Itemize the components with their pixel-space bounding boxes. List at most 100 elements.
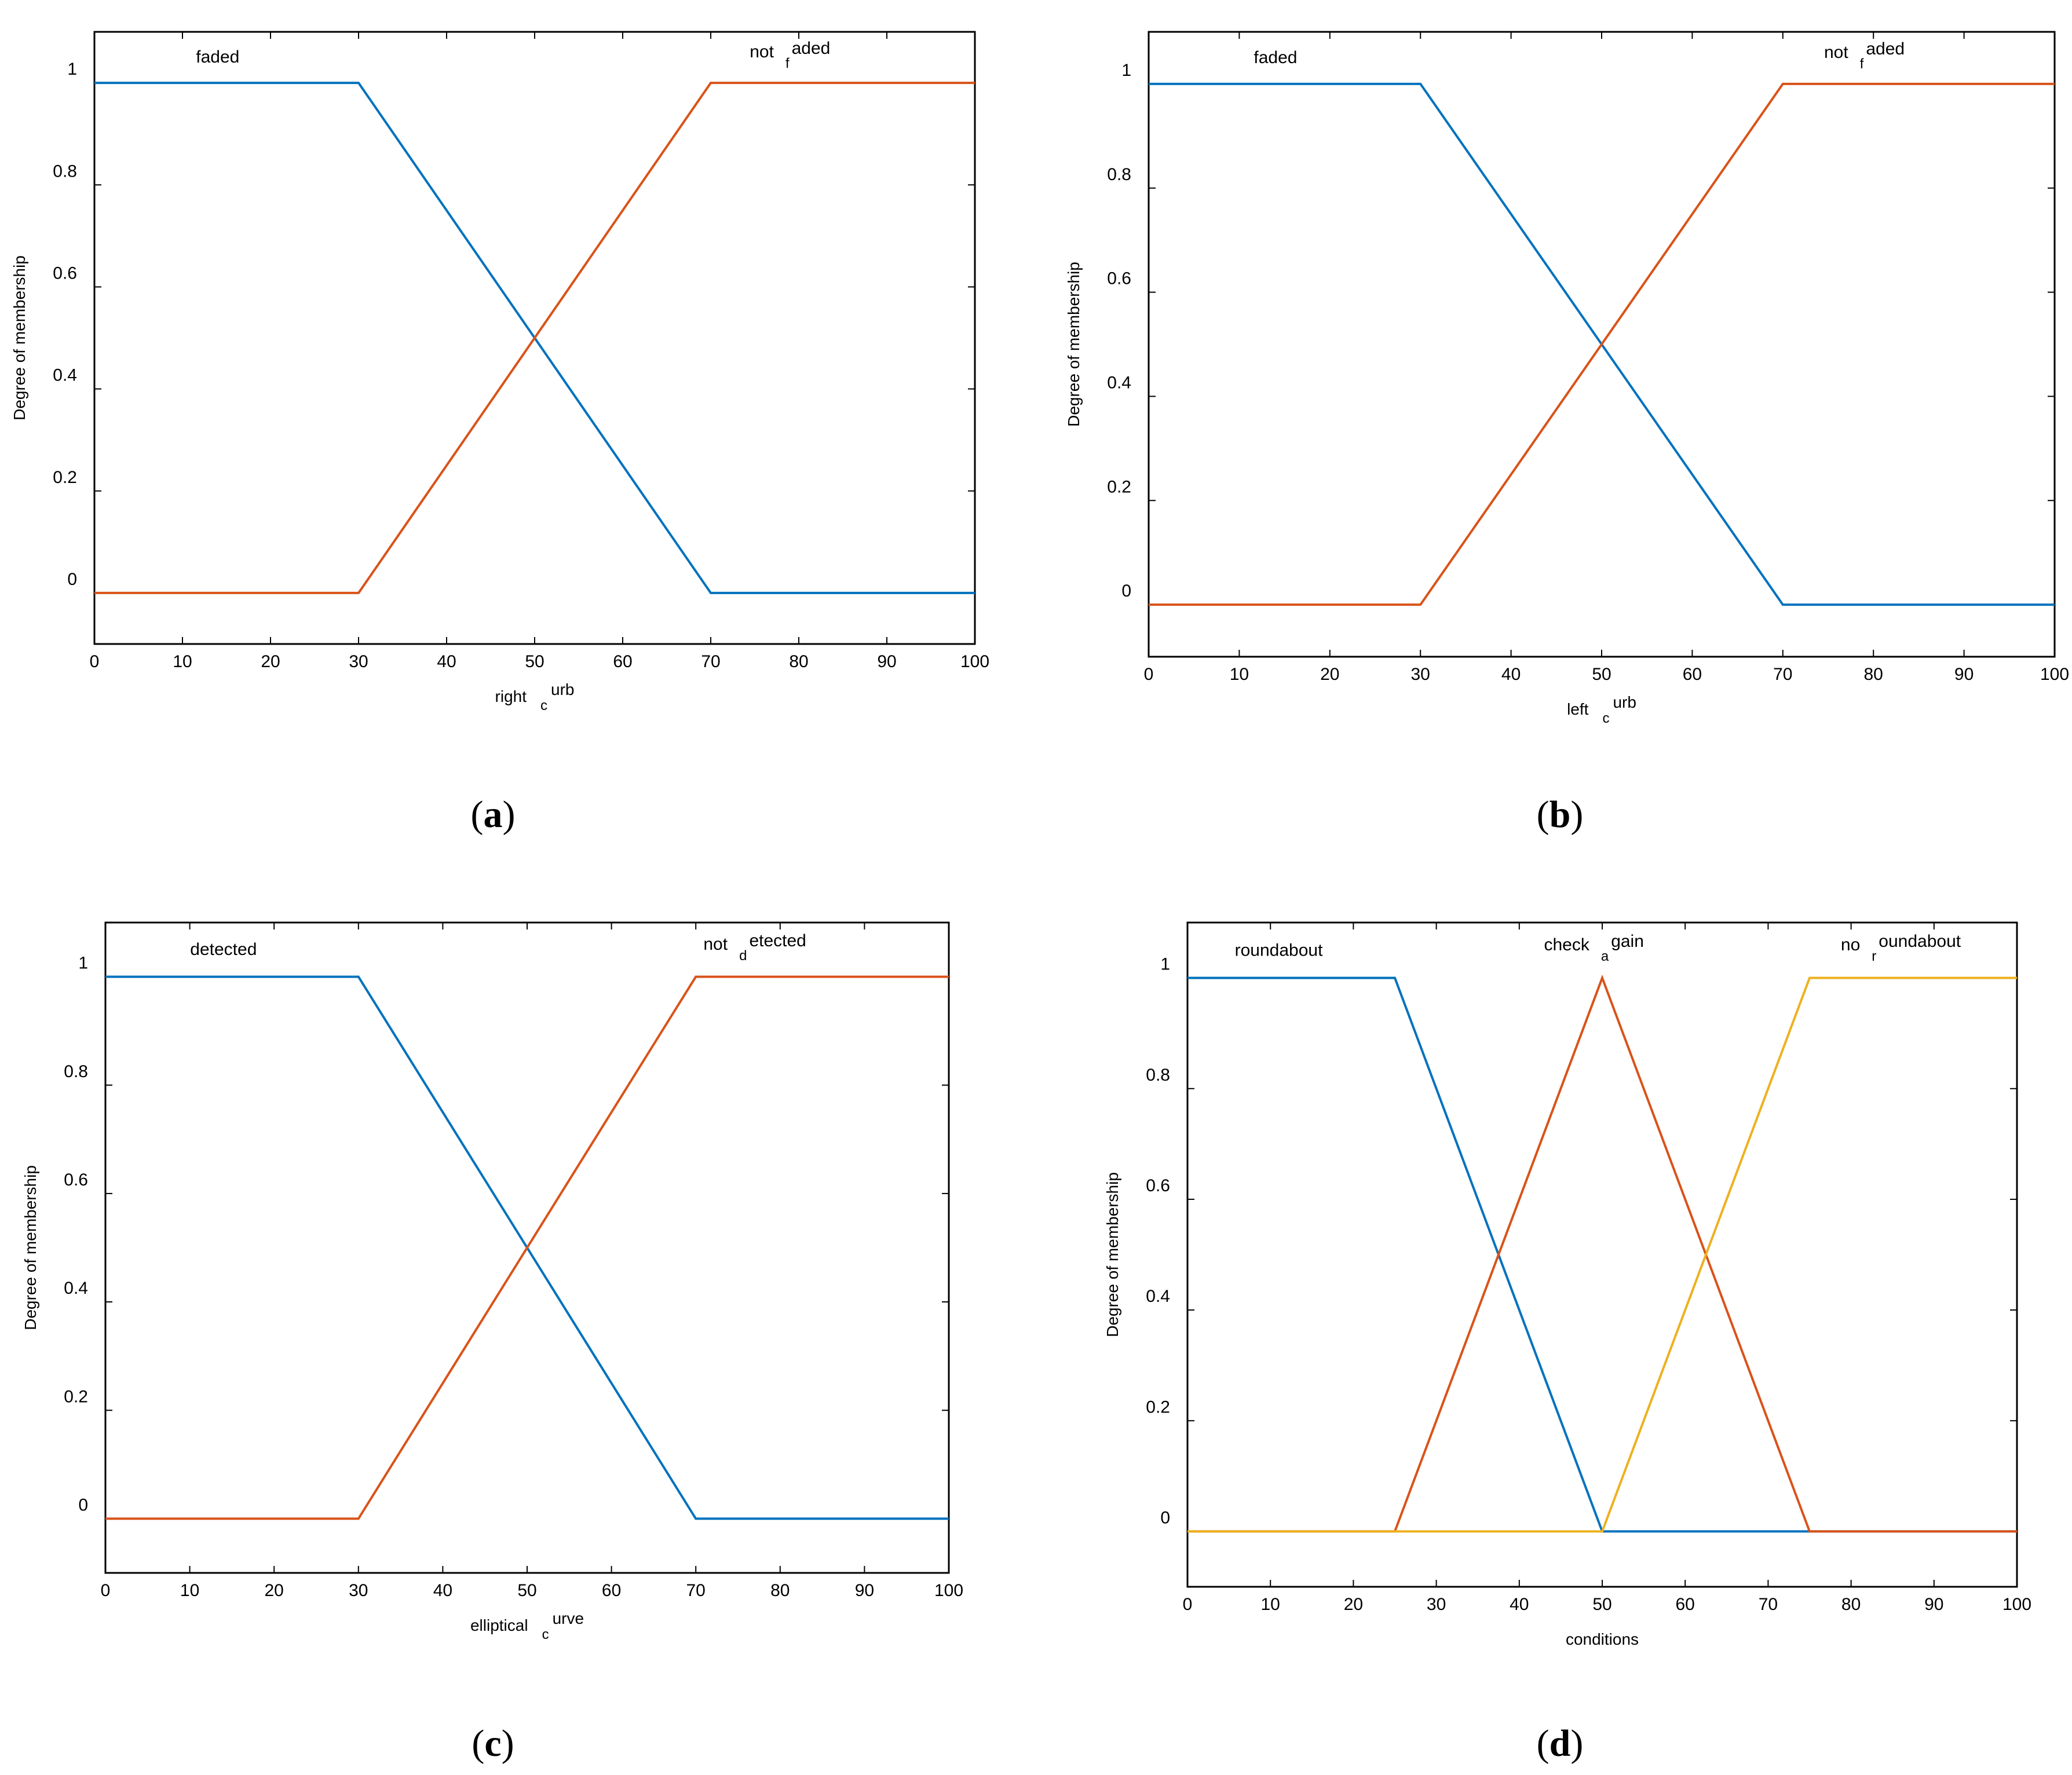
y-tick-label: 0.4 (64, 1279, 88, 1298)
x-tick-label: 90 (1954, 665, 1974, 684)
x-tick-label: 100 (2002, 1595, 2031, 1614)
mf-line-2 (94, 82, 975, 594)
x-tick-label: 70 (1773, 665, 1792, 684)
mf-line-2 (1149, 82, 2055, 606)
y-axis-label: Degree of membership (1103, 1172, 1121, 1337)
x-tick-label: 40 (433, 1581, 452, 1600)
y-tick-label: 1 (1121, 61, 1131, 80)
y-tick-label: 0 (78, 1495, 88, 1514)
x-tick-label: 100 (960, 652, 989, 671)
x-tick-label: 20 (261, 652, 280, 671)
y-tick-label: 0 (67, 570, 77, 589)
mf-label-2: checkagain (1544, 932, 1643, 964)
y-tick-label: 0.2 (53, 468, 77, 487)
x-axis-label: rightcurb (495, 680, 575, 713)
x-tick-label: 90 (1924, 1595, 1943, 1614)
y-tick-label: 0.6 (1146, 1176, 1170, 1195)
y-tick-label: 0 (1121, 581, 1131, 601)
x-tick-label: 0 (1144, 665, 1154, 684)
y-axis-label: Degree of membership (10, 255, 28, 420)
x-tick-label: 50 (517, 1581, 536, 1600)
y-axis-label: Degree of membership (1065, 262, 1083, 427)
y-tick-label: 0.8 (53, 162, 77, 181)
y-tick-label: 1 (1160, 955, 1170, 974)
mf-line-3 (1187, 976, 2017, 1533)
mf-label-1: faded (196, 47, 239, 67)
y-tick-label: 0.2 (1146, 1397, 1170, 1417)
mf-line-1 (1187, 976, 2017, 1533)
y-tick-label: 0.4 (53, 366, 77, 385)
x-tick-label: 0 (90, 652, 100, 671)
x-tick-label: 80 (770, 1581, 790, 1600)
x-tick-label: 70 (701, 652, 720, 671)
x-tick-label: 90 (855, 1581, 874, 1600)
mf-label-3: noroundabout (1841, 932, 1961, 964)
x-tick-label: 50 (525, 652, 544, 671)
x-tick-label: 30 (1411, 665, 1430, 684)
y-tick-label: 0.6 (1107, 269, 1131, 288)
panel-caption: (d) (1537, 1722, 1584, 1765)
mf-label-1: detected (190, 940, 257, 959)
x-tick-label: 90 (877, 652, 896, 671)
x-tick-label: 80 (789, 652, 808, 671)
x-tick-label: 10 (180, 1581, 199, 1600)
chart-panel-a: 0 10 20 30 40 50 60 70 80 90 100 0 0.2 0.4 0.6 0.8 1 Degr… (10, 31, 989, 836)
x-tick-label: 30 (1427, 1595, 1446, 1614)
y-tick-label: 0.8 (64, 1062, 88, 1081)
y-axis-label: Degree of membership (21, 1165, 39, 1330)
x-tick-label: 60 (1683, 665, 1702, 684)
chart-panel-b: 0 10 20 30 40 50 60 70 80 90 100 0 0.2 0.4 0.6 0.8 1 Degr… (1065, 31, 2069, 836)
y-tick-label: 0.6 (53, 263, 77, 283)
x-tick-label: 30 (349, 1581, 368, 1600)
x-tick-label: 20 (1320, 665, 1339, 684)
panel-caption: (b) (1537, 793, 1584, 836)
x-tick-label: 80 (1841, 1595, 1861, 1614)
x-tick-label: 100 (2040, 665, 2069, 684)
x-tick-label: 100 (934, 1581, 963, 1600)
y-tick-label: 0.2 (64, 1387, 88, 1406)
panel-caption: (a) (471, 793, 516, 836)
y-tick-label: 0.2 (1107, 477, 1131, 496)
x-tick-label: 60 (1676, 1595, 1695, 1614)
x-tick-label: 40 (437, 652, 456, 671)
mf-label-2: notfaded (1824, 39, 1905, 72)
x-tick-label: 40 (1501, 665, 1521, 684)
x-axis-label: leftcurb (1567, 693, 1636, 726)
y-tick-label: 1 (67, 60, 77, 79)
x-tick-label: 70 (1759, 1595, 1778, 1614)
panel-caption: (c) (472, 1722, 514, 1765)
x-tick-label: 40 (1510, 1595, 1529, 1614)
mf-label-2: notfaded (750, 39, 830, 71)
x-tick-label: 10 (1261, 1595, 1280, 1614)
x-tick-label: 10 (173, 652, 192, 671)
x-tick-label: 50 (1592, 665, 1611, 684)
plot-frame (1186, 921, 2018, 1588)
mf-line-2 (105, 975, 949, 1520)
chart-panel-c: 0 10 20 30 40 50 60 70 80 90 100 0 0.2 0.4 0.6 0.8 1 Degr… (21, 921, 963, 1765)
x-tick-label: 0 (1183, 1595, 1193, 1614)
x-tick-label: 60 (613, 652, 632, 671)
mf-label-2: notdetected (703, 931, 806, 964)
x-tick-label: 50 (1592, 1595, 1611, 1614)
y-tick-label: 1 (78, 954, 88, 973)
y-tick-label: 0.4 (1107, 373, 1131, 392)
mf-label-1: faded (1254, 48, 1297, 67)
y-tick-label: 0 (1160, 1508, 1170, 1527)
x-tick-label: 20 (1344, 1595, 1363, 1614)
chart-panel-d: 0 10 20 30 40 50 60 70 80 90 100 0 0.2 0.4 0.6 0.8 1 Degr… (1103, 921, 2031, 1765)
x-tick-label: 60 (602, 1581, 621, 1600)
x-tick-label: 70 (686, 1581, 706, 1600)
y-tick-label: 0.6 (64, 1170, 88, 1190)
y-tick-label: 0.8 (1146, 1066, 1170, 1085)
mf-line-2 (1187, 974, 2017, 1533)
x-tick-label: 10 (1230, 665, 1249, 684)
x-tick-label: 20 (265, 1581, 284, 1600)
mf-label-1: roundabout (1235, 940, 1323, 960)
x-axis-label: ellipticalcurve (470, 1609, 584, 1642)
y-tick-label: 0.4 (1146, 1287, 1170, 1306)
x-axis-label: conditions (1566, 1630, 1639, 1648)
y-tick-label: 0.8 (1107, 165, 1131, 184)
x-tick-label: 30 (349, 652, 368, 671)
x-tick-label: 80 (1864, 665, 1883, 684)
